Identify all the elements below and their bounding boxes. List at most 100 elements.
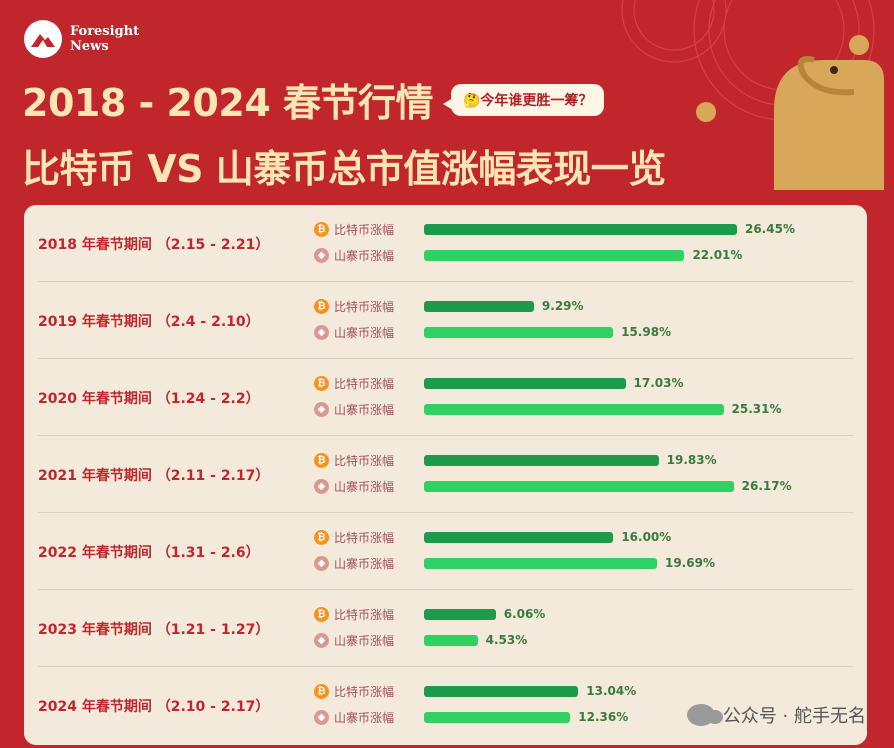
- bar: [424, 608, 496, 620]
- series-label: 比特币涨幅: [334, 453, 395, 468]
- bar-group: 4.53%: [424, 630, 527, 650]
- bitcoin-coin-icon: ₿: [314, 529, 329, 545]
- data-label: 25.31%: [731, 402, 782, 416]
- series-legend: ₿ 比特币涨幅: [314, 219, 414, 239]
- data-label: 19.83%: [666, 453, 717, 467]
- series-legend: ₿ 比特币涨幅: [314, 373, 414, 393]
- bitcoin-coin-icon: ₿: [314, 452, 329, 468]
- mountain-logo-icon: [24, 20, 62, 58]
- category-label: 2020 年春节期间 （1.24 - 2.2）: [38, 390, 260, 407]
- series-label: 山寨币涨幅: [334, 402, 395, 417]
- bar: [424, 223, 737, 235]
- question-bubble: 🤔今年谁更胜一筹？: [442, 83, 605, 116]
- series-legend: ₿ 比特币涨幅: [314, 450, 414, 470]
- altcoin-coin-icon: ◆: [314, 324, 329, 340]
- snake-decoration-icon: [774, 56, 884, 190]
- bar: [424, 403, 724, 415]
- chart-row: 2019 年春节期间 （2.4 - 2.10） ₿ 比特币涨幅 9.29% ◆ 山寨币涨幅…: [24, 282, 867, 359]
- bar: [424, 557, 657, 569]
- series-label: 山寨币涨幅: [334, 633, 395, 648]
- series-label: 比特币涨幅: [334, 222, 395, 237]
- chart-row: 2021 年春节期间 （2.11 - 2.17） ₿ 比特币涨幅 19.83% ◆ 山寨币…: [24, 436, 867, 513]
- data-label: 17.03%: [633, 376, 684, 390]
- bar-group: 22.01%: [424, 245, 742, 265]
- series-label: 山寨币涨幅: [334, 479, 395, 494]
- series-legend: ◆ 山寨币涨幅: [314, 399, 414, 419]
- bar-group: 15.98%: [424, 322, 671, 342]
- series-label: 山寨币涨幅: [334, 325, 395, 340]
- bar: [424, 531, 614, 543]
- bar-group: 9.29%: [424, 296, 584, 316]
- series-label: 山寨币涨幅: [334, 710, 395, 725]
- data-label: 13.04%: [586, 684, 637, 698]
- series-label: 比特币涨幅: [334, 299, 395, 314]
- series-legend: ₿ 比特币涨幅: [314, 296, 414, 316]
- data-label: 4.53%: [485, 633, 528, 647]
- bar: [424, 480, 734, 492]
- bar: [424, 377, 626, 389]
- chart-row: 2022 年春节期间 （1.31 - 2.6） ₿ 比特币涨幅 16.00% ◆ 山寨币涨…: [24, 513, 867, 590]
- data-label: 15.98%: [621, 325, 672, 339]
- series-label: 比特币涨幅: [334, 530, 395, 545]
- bar-group: 17.03%: [424, 373, 684, 393]
- bitcoin-coin-icon: ₿: [314, 375, 329, 391]
- bitcoin-coin-icon: ₿: [314, 298, 329, 314]
- bar-group: 12.36%: [424, 707, 628, 727]
- series-legend: ₿ 比特币涨幅: [314, 681, 414, 701]
- bar: [424, 454, 659, 466]
- bitcoin-coin-icon: ₿: [314, 221, 329, 237]
- series-legend: ₿ 比特币涨幅: [314, 604, 414, 624]
- bar-group: 6.06%: [424, 604, 545, 624]
- series-legend: ◆ 山寨币涨幅: [314, 245, 414, 265]
- altcoin-coin-icon: ◆: [314, 247, 329, 263]
- watermark-text: 公众号 · 舵手无名: [722, 706, 866, 727]
- bar-group: 26.17%: [424, 476, 792, 496]
- series-label: 比特币涨幅: [334, 607, 395, 622]
- category-label: 2021 年春节期间 （2.11 - 2.17）: [38, 467, 270, 484]
- bar: [424, 300, 534, 312]
- altcoin-coin-icon: ◆: [314, 555, 329, 571]
- row-divider: [38, 666, 853, 667]
- data-label: 16.00%: [621, 530, 672, 544]
- row-divider: [38, 589, 853, 590]
- watermark: 公众号 · 舵手无名: [686, 702, 866, 728]
- series-legend: ◆ 山寨币涨幅: [314, 322, 414, 342]
- bar-group: 26.45%: [424, 219, 795, 239]
- bar: [424, 326, 614, 338]
- row-divider: [38, 435, 853, 436]
- category-label: 2024 年春节期间 （2.10 - 2.17）: [38, 698, 270, 715]
- page-title: 2018 - 2024 春节行情: [22, 81, 433, 125]
- series-legend: ◆ 山寨币涨幅: [314, 476, 414, 496]
- chart-row: 2024 年春节期间 （2.10 - 2.17） ₿ 比特币涨幅 13.04% ◆ 山寨币…: [24, 667, 867, 744]
- decorative-pattern: [621, 0, 884, 190]
- bar-group: 16.00%: [424, 527, 671, 547]
- bitcoin-coin-icon: ₿: [314, 606, 329, 622]
- category-label: 2022 年春节期间 （1.31 - 2.6）: [38, 544, 260, 561]
- category-label: 2019 年春节期间 （2.4 - 2.10）: [38, 313, 260, 330]
- bar: [424, 249, 685, 261]
- bar-group: 19.69%: [424, 553, 715, 573]
- brand-line2: News: [70, 39, 109, 54]
- brand-line1: Foresight: [70, 24, 140, 39]
- bar-group: 19.83%: [424, 450, 717, 470]
- altcoin-coin-icon: ◆: [314, 632, 329, 648]
- series-legend: ₿ 比特币涨幅: [314, 527, 414, 547]
- bar-group: 13.04%: [424, 681, 636, 701]
- bar-group: 25.31%: [424, 399, 781, 419]
- data-label: 26.45%: [744, 222, 795, 236]
- page-subtitle: 比特币 VS 山寨币总市值涨幅表现一览: [22, 147, 666, 191]
- altcoin-coin-icon: ◆: [314, 401, 329, 417]
- chart-row: 2023 年春节期间 （1.21 - 1.27） ₿ 比特币涨幅 6.06% ◆ 山寨币涨…: [24, 590, 867, 667]
- bar: [424, 634, 478, 646]
- bar: [424, 685, 579, 697]
- row-divider: [38, 512, 853, 513]
- row-divider: [38, 358, 853, 359]
- series-legend: ◆ 山寨币涨幅: [314, 630, 414, 650]
- data-label: 22.01%: [692, 248, 743, 262]
- data-label: 9.29%: [541, 299, 584, 313]
- row-divider: [38, 281, 853, 282]
- chart-row: 2018 年春节期间 （2.15 - 2.21） ₿ 比特币涨幅 26.45% ◆ 山寨币…: [24, 205, 867, 282]
- altcoin-coin-icon: ◆: [314, 478, 329, 494]
- series-legend: ◆ 山寨币涨幅: [314, 707, 414, 727]
- bar: [424, 711, 571, 723]
